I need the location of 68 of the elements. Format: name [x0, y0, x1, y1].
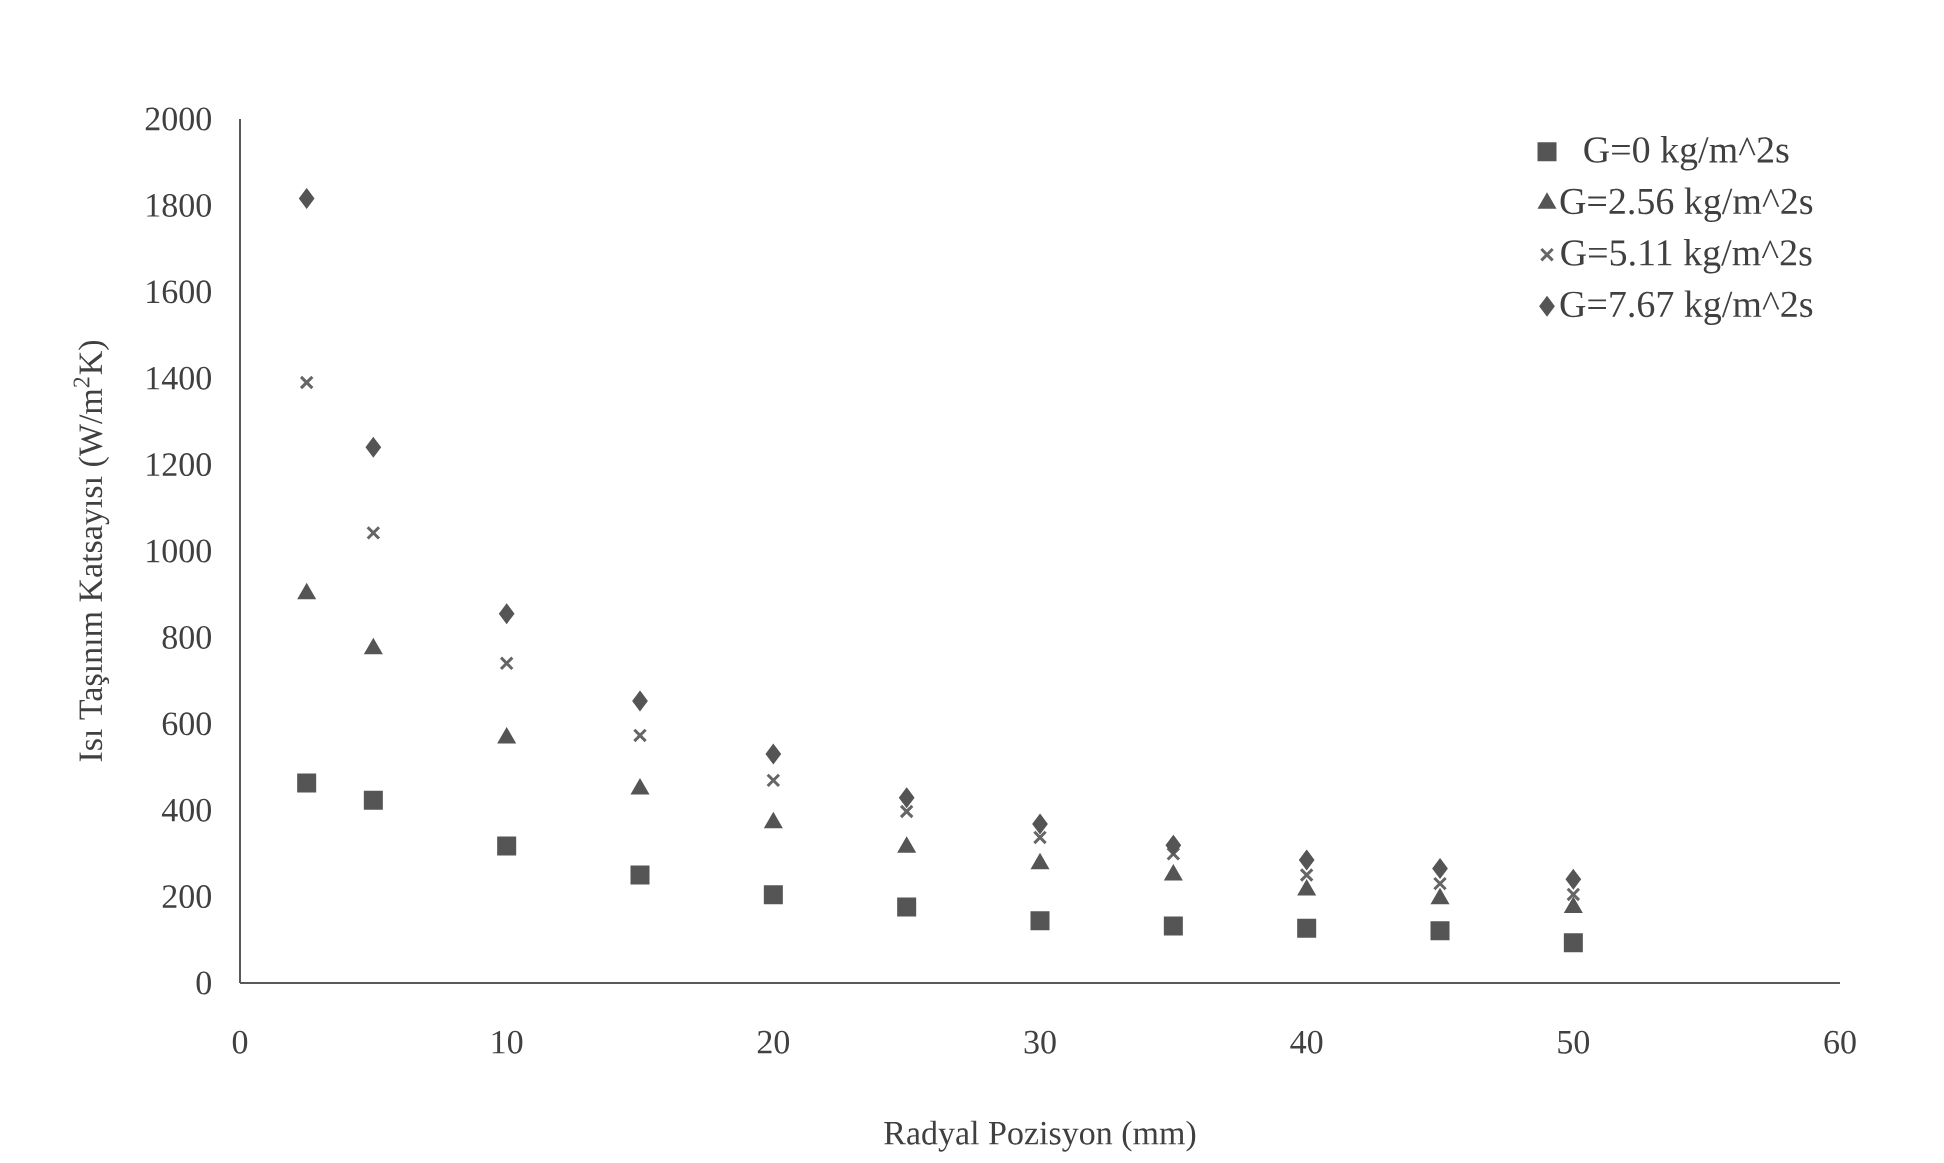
point — [499, 604, 515, 624]
point — [299, 188, 315, 208]
x-tick-label: 30 — [1024, 1030, 1056, 1054]
point — [631, 779, 649, 795]
point — [1564, 897, 1582, 913]
x-tick-label: 50 — [1558, 1030, 1590, 1054]
point — [1430, 921, 1450, 941]
point — [1298, 880, 1316, 896]
point — [299, 375, 314, 390]
point — [763, 885, 783, 905]
point — [1166, 846, 1181, 861]
point — [498, 728, 516, 744]
point — [764, 813, 782, 829]
point — [365, 437, 381, 457]
point — [1565, 869, 1581, 889]
point — [1299, 867, 1314, 883]
y-tick-label: 2000 — [145, 107, 211, 131]
point — [898, 837, 916, 853]
point — [1163, 916, 1183, 936]
point — [1297, 918, 1317, 938]
y-tick-label: 1200 — [147, 453, 211, 477]
y-tick-label: 1000 — [147, 539, 211, 563]
point — [497, 836, 517, 856]
point — [1299, 850, 1315, 870]
point — [1164, 865, 1182, 881]
point — [765, 744, 781, 764]
point — [1563, 933, 1583, 953]
legend-label: G=5.11 kg/m^2s — [1561, 238, 1812, 274]
x-tick-label: 60 — [1824, 1030, 1856, 1054]
point — [1032, 814, 1048, 834]
x-tick-label: 40 — [1290, 1030, 1323, 1054]
point — [899, 788, 915, 808]
point — [1030, 911, 1050, 931]
point — [1566, 887, 1581, 902]
point — [1432, 859, 1448, 879]
point — [632, 728, 648, 743]
point — [297, 773, 317, 793]
y-tick-label: 800 — [162, 625, 211, 649]
point — [499, 656, 514, 671]
y-axis-title: Isı Taşınım Katsayısı (W/m$^{2}$K) — [73, 340, 110, 762]
legend-label: G=7.67 kg/m^2s — [1560, 290, 1813, 325]
point — [630, 865, 650, 885]
point — [632, 691, 648, 711]
x-tick-label: 10 — [492, 1030, 523, 1054]
y-tick-label: 0 — [196, 971, 211, 995]
point — [1031, 854, 1049, 870]
point — [1032, 830, 1048, 845]
point — [1432, 876, 1448, 891]
point — [366, 525, 381, 541]
x-tick-label: 0 — [232, 1030, 248, 1054]
point — [766, 773, 781, 788]
y-tick-label: 200 — [162, 885, 211, 909]
y-tick-label: 1400 — [147, 366, 211, 390]
point — [899, 804, 914, 819]
y-tick-label: 1600 — [147, 280, 211, 304]
legend-label: G=2.56 kg/m^2s — [1560, 187, 1813, 223]
point — [363, 790, 383, 810]
point — [298, 584, 316, 600]
x-tick-label: 20 — [757, 1030, 790, 1054]
y-tick-label: 1800 — [147, 193, 211, 217]
point — [1431, 889, 1449, 905]
legend-label: G=0 kg/m^2s — [1584, 136, 1789, 171]
point — [897, 897, 917, 917]
point — [364, 639, 382, 655]
point — [1165, 835, 1181, 855]
x-axis-title: Radyal Pozisyon (mm) — [884, 1120, 1196, 1152]
y-tick-label: 600 — [162, 712, 211, 736]
y-tick-label: 400 — [161, 798, 211, 822]
